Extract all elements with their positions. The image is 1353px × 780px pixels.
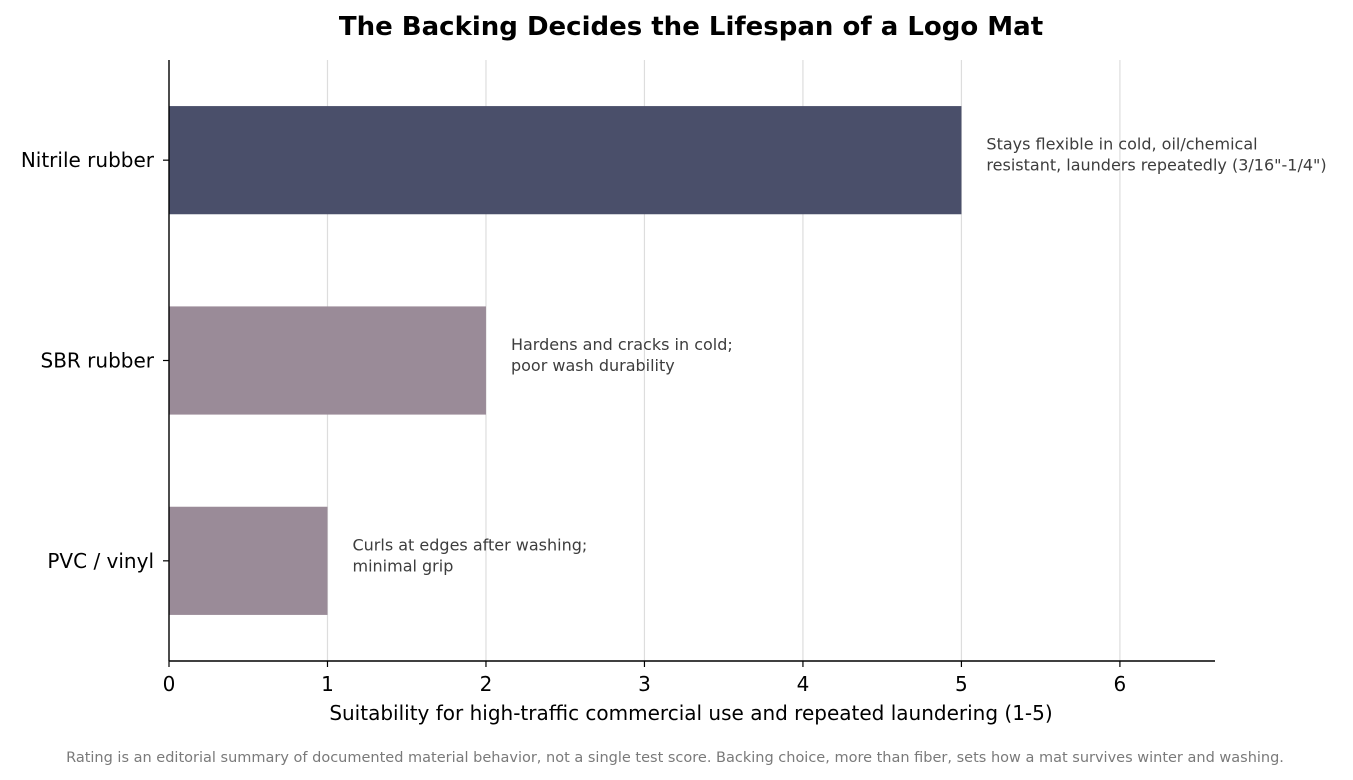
y-tick-label: Nitrile rubber [21, 148, 155, 172]
x-axis-label: Suitability for high-traffic commercial … [329, 701, 1052, 725]
bar-annotation: poor wash durability [511, 356, 675, 375]
bar [169, 506, 328, 615]
footnote: Rating is an editorial summary of docume… [66, 750, 1284, 766]
bar-annotation: Stays flexible in cold, oil/chemical [986, 135, 1257, 154]
x-tick-label: 0 [163, 672, 176, 696]
x-tick-label: 5 [955, 672, 968, 696]
bars [169, 106, 962, 615]
y-tick-label: SBR rubber [41, 349, 155, 373]
bar [169, 106, 962, 215]
x-tick-label: 4 [797, 672, 810, 696]
axes: 0 1 2 3 4 5 6 Nitrile rubber SBR rubber PVC / vin… [21, 60, 1215, 696]
annotations: Stays flexible in cold, oil/chemical resi… [352, 135, 1326, 576]
chart-title: The Backing Decides the Lifespan of a Lo… [339, 12, 1043, 42]
bar-annotation: Hardens and cracks in cold; [511, 335, 733, 354]
x-tick-label: 6 [1114, 672, 1127, 696]
bar-annotation: resistant, launders repeatedly (3/16"-1/… [986, 156, 1326, 175]
x-tick-label: 1 [321, 672, 334, 696]
bar-annotation: Curls at edges after washing; [352, 535, 587, 554]
y-tick-label: PVC / vinyl [47, 549, 154, 573]
x-tick-label: 2 [480, 672, 493, 696]
x-tick-label: 3 [638, 672, 651, 696]
bar-annotation: minimal grip [352, 556, 453, 575]
bar [169, 306, 486, 415]
